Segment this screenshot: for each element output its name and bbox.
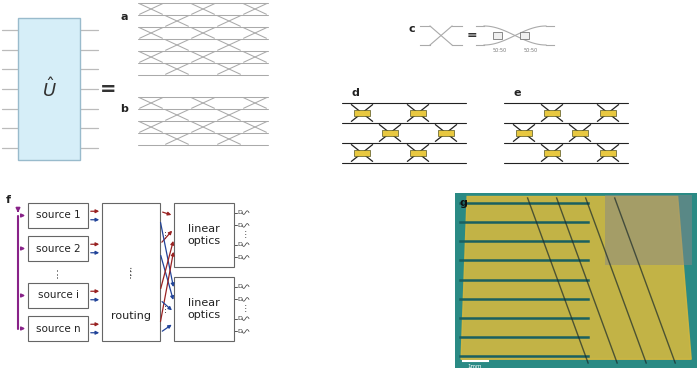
Bar — [28, 203, 88, 228]
Text: 1mm: 1mm — [468, 364, 482, 369]
Bar — [455, 193, 697, 368]
Bar — [410, 150, 426, 156]
Text: g: g — [460, 198, 468, 208]
Text: routing: routing — [111, 311, 151, 321]
Text: 50:50: 50:50 — [524, 48, 538, 53]
Bar — [28, 283, 88, 308]
Bar — [605, 195, 692, 265]
Text: =: = — [467, 29, 477, 42]
Text: linear
optics: linear optics — [188, 224, 220, 246]
Text: $\hat{U}$: $\hat{U}$ — [41, 77, 57, 101]
Text: D: D — [237, 316, 242, 321]
Bar — [410, 110, 426, 116]
Text: D: D — [237, 284, 242, 289]
Text: source n: source n — [36, 324, 80, 334]
Polygon shape — [461, 197, 691, 359]
Bar — [520, 32, 528, 39]
Text: ···: ··· — [161, 303, 171, 312]
Text: ⋮: ⋮ — [241, 230, 248, 240]
Bar — [18, 18, 80, 160]
Text: source 1: source 1 — [36, 210, 80, 220]
Text: ⋮: ⋮ — [126, 267, 136, 277]
Bar — [544, 110, 561, 116]
Text: e: e — [514, 88, 522, 98]
Bar — [28, 236, 88, 261]
Bar — [493, 32, 502, 39]
Text: ···: ··· — [125, 266, 137, 278]
Text: linear
optics: linear optics — [188, 298, 220, 320]
Bar — [516, 130, 533, 136]
Text: d: d — [352, 88, 360, 98]
Text: f: f — [6, 195, 11, 205]
Text: c: c — [409, 24, 415, 34]
Bar — [354, 150, 370, 156]
Text: source i: source i — [38, 290, 78, 301]
Text: a: a — [120, 12, 127, 22]
Text: D: D — [237, 329, 242, 334]
Bar — [572, 130, 589, 136]
Bar — [544, 150, 561, 156]
Text: D: D — [237, 297, 242, 302]
Bar — [382, 130, 398, 136]
Bar — [438, 130, 454, 136]
Text: b: b — [120, 104, 128, 114]
Bar — [600, 110, 617, 116]
Text: 50:50: 50:50 — [492, 48, 507, 53]
Text: ···: ··· — [52, 266, 64, 278]
Text: =: = — [99, 79, 116, 98]
Text: D: D — [237, 242, 242, 247]
Bar — [28, 316, 88, 341]
Bar — [600, 150, 617, 156]
Text: D: D — [237, 255, 242, 260]
Bar — [174, 203, 234, 267]
Bar — [174, 277, 234, 341]
Bar — [102, 203, 160, 341]
Text: source 2: source 2 — [36, 243, 80, 253]
Text: ⋮: ⋮ — [241, 305, 248, 313]
Text: D: D — [237, 210, 242, 215]
Text: D: D — [237, 223, 242, 228]
Text: ···: ··· — [161, 229, 171, 238]
Bar — [354, 110, 370, 116]
